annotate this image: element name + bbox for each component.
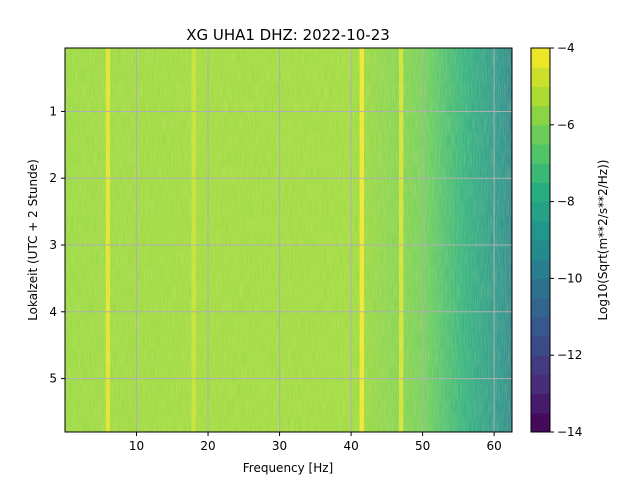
heatmap-texture <box>65 48 512 432</box>
plot-frame <box>64 47 513 433</box>
y-axis-label: Lokalzeit (UTC + 2 Stunde) <box>26 159 40 321</box>
colorbar-tick-label: −14 <box>557 425 582 439</box>
x-tick-label: 30 <box>272 439 287 453</box>
colorbar-segment <box>531 393 550 414</box>
colorbar-segment <box>531 259 550 279</box>
colorbar-segment <box>531 201 550 222</box>
x-axis-label: Frequency [Hz] <box>243 461 334 475</box>
colorbar-segment <box>531 163 550 183</box>
y-tick-label: 4 <box>49 305 57 319</box>
y-tick-label: 5 <box>49 372 57 386</box>
y-tick-label: 1 <box>49 104 57 118</box>
colorbar-segment <box>531 86 550 107</box>
colorbar-tick-label: −6 <box>557 118 575 132</box>
y-tick-label: 2 <box>49 171 57 185</box>
colorbar-segment <box>531 240 550 260</box>
x-tick-label: 20 <box>200 439 215 453</box>
colorbar-segment <box>531 144 550 164</box>
x-tick-label: 50 <box>415 439 430 453</box>
colorbar-ticks: −4 −6 −8 −10 −12 −14 <box>550 41 582 439</box>
plot-area <box>65 48 512 432</box>
colorbar-segment <box>531 297 550 318</box>
colorbar-segment <box>531 336 550 356</box>
colorbar-segment <box>531 412 550 433</box>
colorbar-tick-label: −4 <box>557 41 575 55</box>
x-tick-label: 60 <box>486 439 501 453</box>
x-tick-label: 10 <box>129 439 144 453</box>
x-axis-ticks: 10 20 30 40 50 60 <box>129 432 502 453</box>
colorbar-tick-label: −12 <box>557 348 582 362</box>
grid-lines <box>65 48 512 432</box>
colorbar-tick-label: −8 <box>557 195 575 209</box>
colorbar <box>531 48 550 433</box>
colorbar-segment <box>531 67 550 87</box>
colorbar-frame <box>530 47 551 433</box>
x-tick-label: 40 <box>343 439 358 453</box>
colorbar-segment <box>531 48 550 68</box>
colorbar-segment <box>531 278 550 299</box>
chart-title: XG UHA1 DHZ: 2022-10-23 <box>186 26 390 44</box>
colorbar-tick-label: −10 <box>557 271 582 285</box>
colorbar-segment <box>531 220 550 241</box>
colorbar-label: Log10(Sqrt(m**2/s**2/Hz)) <box>596 160 610 321</box>
colorbar-segment <box>531 182 550 203</box>
colorbar-segment <box>531 124 550 145</box>
colorbar-segment <box>531 374 550 395</box>
y-tick-label: 3 <box>49 238 57 252</box>
colorbar-segment <box>531 355 550 375</box>
y-axis-ticks: 1 2 3 4 5 <box>49 104 65 386</box>
colorbar-segment <box>531 316 550 337</box>
colorbar-segment <box>531 105 550 126</box>
